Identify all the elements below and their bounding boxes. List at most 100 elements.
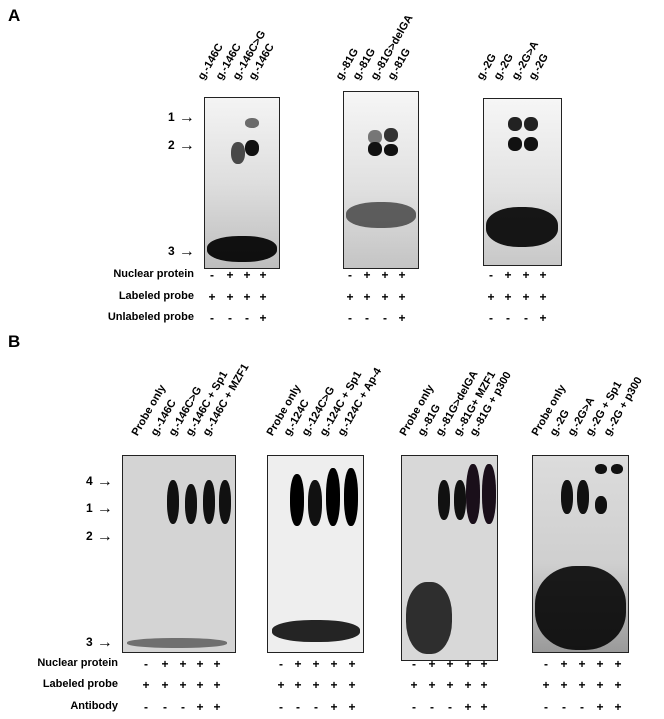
sign-nuclear-protein: - xyxy=(348,268,352,282)
band-free-probe xyxy=(207,236,277,262)
band-complex xyxy=(308,480,322,526)
sign-nuclear-protein: - xyxy=(489,268,493,282)
sign-unlabeled-probe: - xyxy=(489,311,493,325)
sign-antibody: - xyxy=(430,700,434,714)
sign-unlabeled-probe: - xyxy=(228,311,232,325)
gel-a2 xyxy=(343,91,419,269)
sign-nuclear-protein: + xyxy=(330,657,338,671)
band-complex xyxy=(290,474,304,526)
sign-labeled-probe: + xyxy=(428,678,436,692)
sign-nuclear-protein: + xyxy=(196,657,204,671)
sign-nuclear-protein: + xyxy=(560,657,568,671)
right-arrow-icon: → xyxy=(96,473,113,490)
sign-nuclear-protein: + xyxy=(226,268,234,282)
sign-nuclear-protein: + xyxy=(578,657,586,671)
sign-labeled-probe: + xyxy=(196,678,204,692)
band-complex xyxy=(482,464,496,524)
band-free-probe xyxy=(486,207,558,247)
sign-antibody: - xyxy=(181,700,185,714)
row-label-nuclear-protein: Nuclear protein xyxy=(37,657,118,669)
row-label-antibody: Antibody xyxy=(70,700,118,712)
band-complex xyxy=(203,480,215,524)
sign-nuclear-protein: + xyxy=(614,657,622,671)
sign-unlabeled-probe: + xyxy=(398,311,406,325)
right-arrow-icon: → xyxy=(178,109,195,126)
sign-nuclear-protein: + xyxy=(381,268,389,282)
band-complex xyxy=(438,480,450,520)
arrow-complex-4: 4 → xyxy=(86,473,113,490)
band-complex-1 xyxy=(384,128,398,142)
gel-b3 xyxy=(401,455,498,661)
band-free-probe xyxy=(346,202,416,228)
band-complex xyxy=(344,468,358,526)
sign-labeled-probe: + xyxy=(161,678,169,692)
right-arrow-icon: → xyxy=(96,528,113,545)
arrow-complex-1: 1 → xyxy=(86,500,113,517)
sign-labeled-probe: + xyxy=(259,290,267,304)
sign-antibody: + xyxy=(330,700,338,714)
band-complex xyxy=(577,480,589,514)
sign-labeled-probe: + xyxy=(213,678,221,692)
row-label-unlabeled-probe: Unlabeled probe xyxy=(107,311,194,323)
sign-labeled-probe: + xyxy=(464,678,472,692)
sign-labeled-probe: + xyxy=(542,678,550,692)
band-complex-2 xyxy=(245,140,259,156)
band-complex-1 xyxy=(245,118,259,128)
sign-unlabeled-probe: - xyxy=(210,311,214,325)
sign-antibody: + xyxy=(480,700,488,714)
sign-unlabeled-probe: + xyxy=(259,311,267,325)
row-label-labeled-probe: Labeled probe xyxy=(118,290,194,302)
band-complex xyxy=(595,496,607,514)
sign-labeled-probe: + xyxy=(446,678,454,692)
band-complex-1 xyxy=(524,117,538,131)
panel-a-letter: A xyxy=(8,6,21,25)
band-complex xyxy=(167,480,179,524)
band-complex-4 xyxy=(611,464,623,474)
row-label-nuclear-protein: Nuclear protein xyxy=(113,268,194,280)
sign-antibody: + xyxy=(348,700,356,714)
band-complex xyxy=(219,480,231,524)
arrow-complex-2: 2 → xyxy=(86,528,113,545)
right-arrow-icon: → xyxy=(96,500,113,517)
sign-labeled-probe: + xyxy=(614,678,622,692)
sign-labeled-probe: + xyxy=(330,678,338,692)
sign-nuclear-protein: - xyxy=(144,657,148,671)
sign-antibody: + xyxy=(213,700,221,714)
sign-antibody: - xyxy=(144,700,148,714)
sign-antibody: - xyxy=(163,700,167,714)
arrow-complex-2: 2 → xyxy=(168,137,195,154)
sign-nuclear-protein: + xyxy=(464,657,472,671)
sign-unlabeled-probe: + xyxy=(539,311,547,325)
sign-labeled-probe: + xyxy=(346,290,354,304)
right-arrow-icon: → xyxy=(178,243,195,260)
right-arrow-icon: → xyxy=(96,634,113,651)
sign-antibody: - xyxy=(279,700,283,714)
sign-antibody: - xyxy=(314,700,318,714)
arrow-complex-1: 1 → xyxy=(168,109,195,126)
sign-antibody: - xyxy=(544,700,548,714)
band-free-probe xyxy=(406,582,452,654)
gel-a3 xyxy=(483,98,562,266)
band-complex xyxy=(185,484,197,524)
sign-labeled-probe: + xyxy=(480,678,488,692)
sign-nuclear-protein: - xyxy=(279,657,283,671)
sign-labeled-probe: + xyxy=(504,290,512,304)
band-complex-2 xyxy=(231,142,245,164)
band-complex-2 xyxy=(524,137,538,151)
sign-nuclear-protein: + xyxy=(363,268,371,282)
sign-unlabeled-probe: - xyxy=(348,311,352,325)
sign-antibody: + xyxy=(614,700,622,714)
sign-unlabeled-probe: - xyxy=(365,311,369,325)
sign-labeled-probe: + xyxy=(398,290,406,304)
sign-nuclear-protein: + xyxy=(398,268,406,282)
sign-nuclear-protein: + xyxy=(213,657,221,671)
sign-antibody: - xyxy=(296,700,300,714)
gel-a1 xyxy=(204,97,280,269)
sign-antibody: + xyxy=(196,700,204,714)
arrow-free-probe: 3 → xyxy=(168,243,195,260)
sign-labeled-probe: + xyxy=(348,678,356,692)
sign-nuclear-protein: + xyxy=(161,657,169,671)
sign-nuclear-protein: - xyxy=(210,268,214,282)
sign-labeled-probe: + xyxy=(142,678,150,692)
gel-b2 xyxy=(267,455,364,653)
